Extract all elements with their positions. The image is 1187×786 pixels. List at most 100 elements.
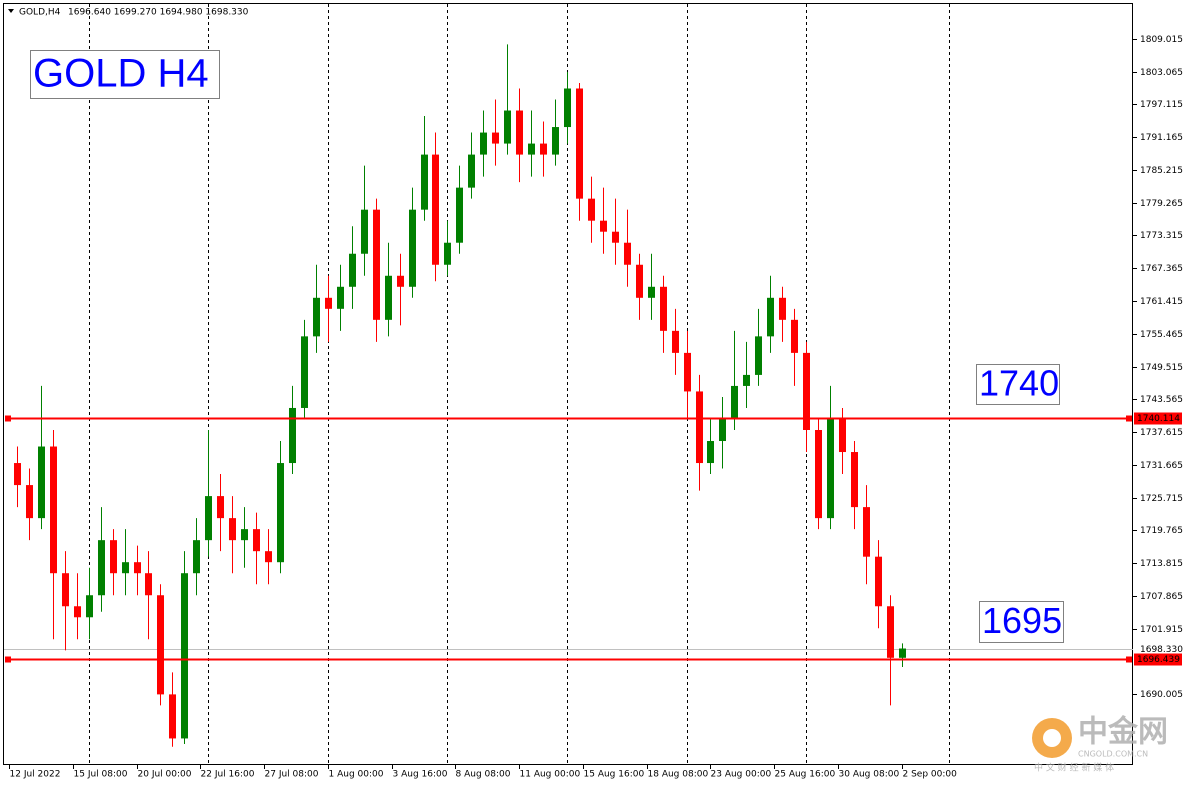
candle-body [289, 407, 296, 464]
candle-body [110, 540, 117, 574]
candle-body [301, 336, 308, 408]
level-handle [5, 415, 11, 422]
candle-body [767, 297, 774, 337]
x-tick-label: 30 Aug 08:00 [839, 770, 900, 780]
annotation-box [976, 364, 1060, 405]
candle-body [265, 551, 272, 563]
y-tick-label: 1797.115 [1140, 100, 1183, 110]
candle-body [349, 253, 356, 287]
candle-body [492, 132, 499, 144]
candle-body [576, 88, 583, 199]
candle-body [62, 573, 69, 607]
candle-body [540, 143, 547, 155]
x-tick-label: 1 Aug 00:00 [329, 770, 384, 780]
candle-body [672, 330, 679, 353]
candle-body [193, 540, 200, 574]
candle-body [253, 529, 260, 552]
brand: 中金网 [1078, 715, 1168, 750]
candle-body [145, 573, 152, 596]
y-tick-label: 1743.565 [1140, 395, 1183, 405]
x-tick-label: 23 Aug 00:00 [711, 770, 772, 780]
y-tick-label: 1725.715 [1140, 494, 1183, 504]
candle-body [50, 446, 57, 574]
candle-body [564, 88, 571, 128]
candle-body [755, 336, 762, 375]
watermark: 中金网 CNGOLD.COM.CN 中 文 财 经 新 媒 体 [1032, 715, 1168, 774]
candle-body [169, 694, 176, 739]
candle-body [719, 418, 726, 442]
level-label-box [1134, 412, 1182, 425]
x-tick-label: 2 Sep 00:00 [903, 770, 958, 780]
x-tick-label: 11 Aug 00:00 [520, 770, 581, 780]
y-tick-label: 1713.815 [1140, 559, 1183, 569]
candle-body [731, 385, 738, 419]
candle-body [444, 242, 451, 265]
menu-arrow [8, 9, 14, 13]
x-tick-label: 12 Jul 2022 [10, 770, 61, 780]
candle-body [217, 496, 224, 519]
y-tick-label: 1773.315 [1140, 231, 1183, 241]
candles [14, 44, 906, 747]
candle-body [205, 496, 212, 541]
candle-body [516, 110, 523, 155]
candle-body [86, 595, 93, 618]
candle-body [803, 352, 810, 430]
candle-body [827, 418, 834, 519]
symbol: GOLD,H4 [19, 8, 61, 18]
y-tick-label: 1719.765 [1140, 526, 1183, 536]
y-tick-label: 1731.665 [1140, 461, 1183, 471]
level-label: 1740.114 [1137, 414, 1180, 424]
y-tick-label: 1761.415 [1140, 297, 1183, 307]
level-label: 1696.439 [1137, 655, 1180, 665]
y-tick-label: 1779.265 [1140, 199, 1183, 209]
domain: CNGOLD.COM.CN [1078, 750, 1148, 759]
x-tick-label: 20 Jul 00:00 [138, 770, 192, 780]
candle-body [229, 518, 236, 541]
candle-body [707, 441, 714, 464]
candle-body [588, 198, 595, 221]
candle-body [313, 297, 320, 337]
candle-body [134, 562, 141, 574]
candle-body [14, 463, 21, 486]
candle-body [863, 507, 870, 557]
candle-body [648, 286, 655, 298]
candle-body [779, 297, 786, 320]
slogan: 中 文 财 经 新 媒 体 [1034, 762, 1114, 774]
candle-body [373, 209, 380, 320]
logo-inner [1043, 729, 1061, 747]
level-handle [1126, 415, 1132, 422]
y-tick-label: 1737.615 [1140, 428, 1183, 438]
candle-body [552, 127, 559, 155]
candle-body [791, 319, 798, 353]
y-tick-label: 1809.015 [1140, 35, 1183, 45]
y-tick-label: 1791.165 [1140, 133, 1183, 143]
level-handle [5, 656, 11, 663]
candle-body [98, 540, 105, 596]
candle-body [157, 595, 164, 695]
candle-body [26, 485, 33, 519]
candle-body [325, 297, 332, 309]
candle-body [504, 110, 511, 144]
y-tick-label: 1767.365 [1140, 264, 1183, 274]
candle-body [385, 275, 392, 320]
candle-body [899, 648, 906, 658]
annotation-box [30, 50, 220, 99]
candle-body [875, 556, 882, 607]
annotation: GOLD H4 [33, 52, 209, 96]
ohlc-text: 1696.640 1699.270 1694.980 1698.330 [68, 8, 249, 18]
x-tick-label: 15 Jul 08:00 [74, 770, 128, 780]
candle-body [421, 154, 428, 210]
candle-body [612, 231, 619, 243]
candle-body [839, 418, 846, 453]
y-tick-label: 1755.465 [1140, 330, 1183, 340]
y-tick-label: 1785.215 [1140, 166, 1183, 176]
y-tick-label: 1803.065 [1140, 68, 1183, 78]
x-tick-label: 18 Aug 08:00 [648, 770, 709, 780]
annotation-box [979, 601, 1064, 643]
candle-body [337, 286, 344, 309]
candle-body [432, 154, 439, 265]
x-tick-label: 8 Aug 08:00 [456, 770, 511, 780]
candle-body [660, 286, 667, 331]
candle-body [409, 209, 416, 287]
